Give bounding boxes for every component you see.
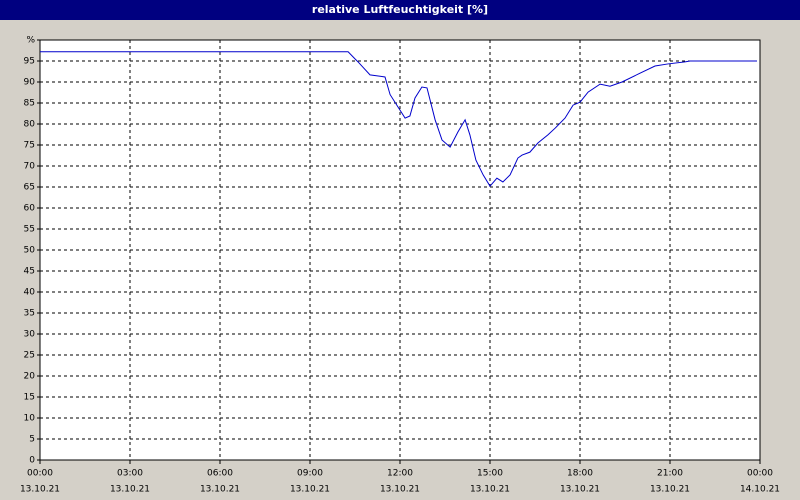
y-tick-label: 35	[24, 309, 35, 319]
y-tick-label: 0	[29, 456, 35, 466]
x-tick-label: 00:00	[27, 469, 53, 479]
y-tick-label: 80	[24, 120, 36, 130]
y-tick-label: %	[26, 36, 35, 46]
x-tick-label: 00:00	[747, 469, 773, 479]
y-tick-label: 40	[24, 288, 36, 298]
y-tick-label: 75	[24, 141, 35, 151]
x-tick-date: 13.10.21	[470, 485, 510, 495]
y-tick-label: 30	[24, 330, 36, 340]
x-tick-label: 15:00	[477, 469, 503, 479]
x-tick-date: 13.10.21	[650, 485, 690, 495]
x-tick-date: 13.10.21	[290, 485, 330, 495]
x-tick-label: 18:00	[567, 469, 593, 479]
x-tick-label: 06:00	[207, 469, 233, 479]
y-tick-label: 60	[24, 204, 36, 214]
x-tick-date: 13.10.21	[560, 485, 600, 495]
y-tick-label: 50	[24, 246, 36, 256]
x-tick-date: 13.10.21	[20, 485, 60, 495]
y-tick-label: 90	[24, 78, 36, 88]
y-tick-label: 65	[24, 183, 35, 193]
y-tick-label: 70	[24, 162, 36, 172]
y-tick-label: 15	[24, 393, 35, 403]
x-tick-label: 21:00	[657, 469, 683, 479]
x-tick-label: 09:00	[297, 469, 323, 479]
x-tick-label: 03:00	[117, 469, 143, 479]
data-line	[40, 51, 757, 188]
title-bar	[0, 0, 800, 20]
x-tick-date: 13.10.21	[110, 485, 150, 495]
x-tick-label: 12:00	[387, 469, 413, 479]
x-tick-date: 14.10.21	[740, 485, 780, 495]
y-tick-label: 5	[29, 435, 35, 445]
y-tick-label: 10	[24, 414, 36, 424]
y-tick-label: 55	[24, 225, 35, 235]
y-tick-label: 95	[24, 57, 35, 67]
y-tick-label: 85	[24, 99, 35, 109]
y-tick-label: 45	[24, 267, 35, 277]
y-tick-label: 25	[24, 351, 35, 361]
y-tick-label: 20	[24, 372, 36, 382]
x-tick-date: 13.10.21	[200, 485, 240, 495]
chart-title: relative Luftfeuchtigkeit [%]	[312, 3, 488, 16]
x-tick-date: 13.10.21	[380, 485, 420, 495]
